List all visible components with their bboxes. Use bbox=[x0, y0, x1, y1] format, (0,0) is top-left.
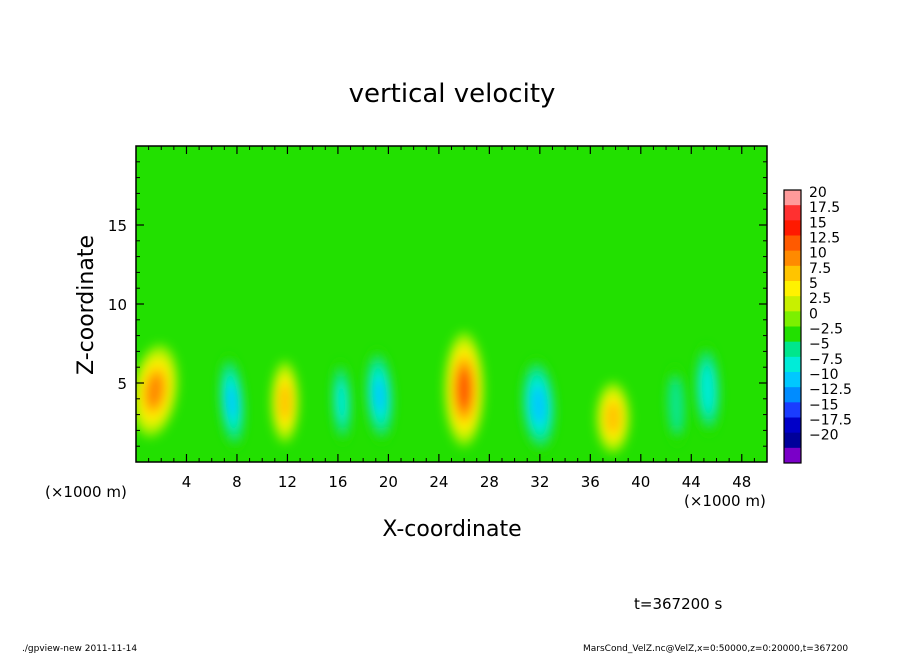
colorbar-swatch bbox=[784, 311, 801, 327]
colorbar-label: −17.5 bbox=[809, 413, 852, 429]
velocity-cell bbox=[218, 354, 246, 450]
velocity-cell bbox=[595, 381, 631, 455]
velocity-contour bbox=[146, 374, 164, 408]
colorbar-label: 17.5 bbox=[809, 200, 840, 216]
velocity-cell bbox=[443, 331, 485, 448]
footer-left: ./gpview-new 2011-11-14 bbox=[22, 644, 137, 654]
colorbar-swatch bbox=[784, 205, 801, 221]
velocity-cell bbox=[364, 348, 395, 443]
x-tick-label: 12 bbox=[278, 473, 297, 491]
velocity-cells bbox=[136, 331, 721, 455]
velocity-contour bbox=[336, 382, 347, 422]
colorbar-swatch bbox=[784, 265, 801, 282]
y-tick-label: 15 bbox=[108, 217, 127, 235]
velocity-contour bbox=[669, 378, 683, 432]
velocity-cell bbox=[520, 357, 557, 453]
velocity-contour bbox=[278, 383, 292, 421]
x-tick-label: 4 bbox=[182, 473, 192, 491]
x-tick-label: 24 bbox=[429, 473, 448, 491]
colorbar-label: −12.5 bbox=[809, 382, 852, 398]
colorbar-label: −20 bbox=[809, 428, 839, 444]
colorbar-label: −7.5 bbox=[809, 352, 843, 368]
velocity-cell bbox=[694, 343, 721, 435]
x-tick-label: 20 bbox=[379, 473, 398, 491]
velocity-cell bbox=[331, 360, 352, 444]
x-tick-label: 32 bbox=[530, 473, 549, 491]
x-unit-left: (×1000 m) bbox=[45, 483, 127, 501]
colorbar-swatch bbox=[784, 341, 801, 358]
colorbar-swatch bbox=[784, 250, 801, 267]
x-tick-label: 16 bbox=[328, 473, 347, 491]
velocity-contour bbox=[531, 386, 546, 425]
colorbar-swatch bbox=[784, 447, 801, 464]
x-tick-label: 48 bbox=[732, 473, 751, 491]
velocity-contour bbox=[457, 370, 471, 409]
colorbar: 2017.51512.5107.552.50−2.5−5−7.5−10−12.5… bbox=[783, 185, 852, 464]
colorbar-swatch bbox=[784, 296, 801, 312]
x-axis: 4 8 12 16 20 24 28 32 36 40 44 48 bbox=[148, 146, 755, 491]
velocity-contour bbox=[605, 401, 621, 434]
colorbar-swatch bbox=[784, 281, 801, 297]
colorbar-swatch bbox=[784, 326, 801, 343]
colorbar-label: 5 bbox=[809, 276, 818, 292]
colorbar-swatch bbox=[784, 387, 801, 403]
colorbar-label: 0 bbox=[809, 306, 818, 322]
x-tick-label: 40 bbox=[631, 473, 650, 491]
colorbar-label: −15 bbox=[809, 397, 839, 413]
colorbar-label: 12.5 bbox=[809, 231, 840, 247]
y-tick-label: 10 bbox=[108, 296, 127, 314]
time-annotation: t=367200 s bbox=[634, 595, 722, 613]
colorbar-label: −10 bbox=[809, 367, 839, 383]
footer-right: MarsCond_VelZ.nc@VelZ,x=0:50000,z=0:2000… bbox=[583, 644, 848, 654]
colorbar-swatch bbox=[784, 402, 801, 418]
colorbar-swatch bbox=[784, 190, 801, 206]
x-tick-label: 44 bbox=[682, 473, 701, 491]
y-tick-label: 5 bbox=[117, 375, 127, 393]
x-tick-label: 36 bbox=[581, 473, 600, 491]
colorbar-swatch bbox=[784, 235, 801, 252]
velocity-cell bbox=[270, 360, 300, 444]
x-tick-label: 8 bbox=[232, 473, 242, 491]
colorbar-label: 7.5 bbox=[809, 261, 831, 277]
velocity-contour bbox=[227, 385, 237, 419]
colorbar-label: 10 bbox=[809, 246, 827, 262]
y-axis-label: Z-coordinate bbox=[74, 235, 99, 375]
colorbar-label: −5 bbox=[809, 337, 830, 353]
chart-title: vertical velocity bbox=[349, 79, 556, 109]
colorbar-label: 20 bbox=[809, 185, 827, 201]
x-unit-right: (×1000 m) bbox=[684, 492, 766, 510]
x-axis-label: X-coordinate bbox=[382, 517, 521, 542]
x-tick-label: 28 bbox=[480, 473, 499, 491]
colorbar-swatch bbox=[784, 220, 801, 236]
velocity-cell bbox=[665, 365, 687, 446]
y-axis: 5 10 15 bbox=[108, 161, 767, 447]
colorbar-swatch bbox=[784, 417, 801, 434]
velocity-contour bbox=[700, 365, 715, 414]
colorbar-frame bbox=[783, 189, 802, 464]
velocity-contour bbox=[374, 379, 385, 413]
colorbar-swatch bbox=[784, 432, 801, 449]
colorbar-label: 2.5 bbox=[809, 291, 831, 307]
colorbar-swatch bbox=[784, 372, 801, 388]
velocity-cell bbox=[136, 343, 179, 439]
colorbar-label: −2.5 bbox=[809, 322, 843, 338]
colorbar-swatch bbox=[784, 356, 801, 373]
colorbar-label: 15 bbox=[809, 215, 827, 231]
